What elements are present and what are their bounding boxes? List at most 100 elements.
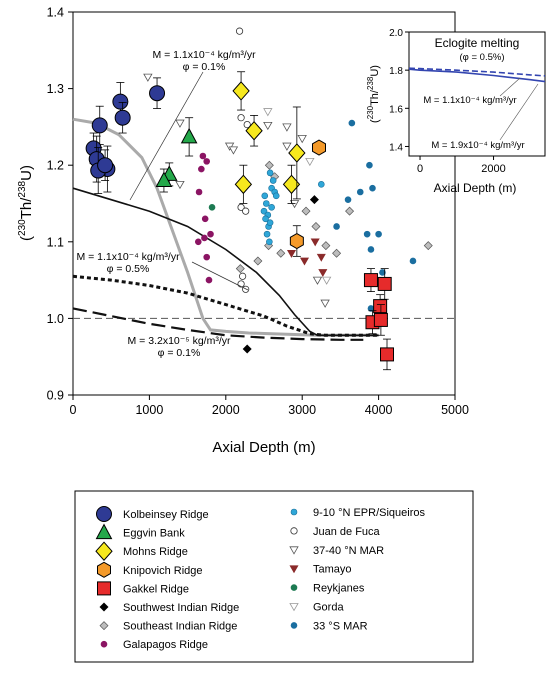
inset-annotation-i1: M = 1.1x10⁻⁴ kg/m³/yr xyxy=(423,95,516,106)
data-point xyxy=(380,347,395,362)
data-point xyxy=(286,249,297,258)
legend-marker xyxy=(99,602,109,612)
legend-label: Southeast Indian Ridge xyxy=(123,621,237,633)
data-point xyxy=(363,273,378,288)
main-y-tick-label: 0.9 xyxy=(47,389,64,403)
main-data-points xyxy=(85,27,433,371)
legend-item: 37-40 °N MAR xyxy=(289,545,384,557)
data-point xyxy=(112,93,129,110)
main-x-tick-label: 2000 xyxy=(212,403,240,417)
inset-annotation-leader xyxy=(499,83,539,141)
model-curve-short-dash xyxy=(72,274,379,337)
data-point xyxy=(312,276,323,285)
legend-item: Tamayo xyxy=(289,564,352,576)
inset-curve-solid xyxy=(408,68,546,83)
data-point xyxy=(299,257,310,266)
data-point xyxy=(261,192,269,200)
inset-y-axis-label-text: (230Th/238U) xyxy=(366,65,381,123)
data-point xyxy=(373,299,388,314)
annotation-line: M = 1.1x10⁻⁴ kg/m³/yr xyxy=(76,251,180,263)
data-point xyxy=(375,230,382,238)
legend-item: Galapagos Ridge xyxy=(100,639,208,651)
data-point xyxy=(232,81,250,101)
data-point xyxy=(320,299,330,308)
data-point xyxy=(268,204,275,211)
data-point xyxy=(143,73,153,82)
main-y-label-sup2: 238 xyxy=(17,180,28,197)
data-point xyxy=(282,142,292,151)
data-point xyxy=(282,123,292,132)
data-point xyxy=(272,192,280,200)
annotation-m1: M = 1.1x10⁻⁴ kg/m³/yr φ = 0.1% xyxy=(152,49,256,73)
legend-item: Gakkel Ridge xyxy=(97,581,189,596)
data-point xyxy=(318,269,328,278)
main-y-label-sup1: 230 xyxy=(17,219,28,236)
data-point xyxy=(208,204,216,211)
data-point xyxy=(242,285,250,293)
main-y-tick-label: 1.0 xyxy=(47,312,64,326)
annotation-m3: M = 3.2x10⁻⁵ kg/m³/yr φ = 0.1% xyxy=(128,335,231,359)
main-x-tick-label: 4000 xyxy=(365,403,393,417)
data-point xyxy=(175,119,185,128)
legend-label: Southwest Indian Ridge xyxy=(123,602,239,614)
legend-label: Gorda xyxy=(313,602,344,614)
inset-plot-frame xyxy=(408,31,546,157)
data-point xyxy=(309,195,319,205)
data-point xyxy=(348,119,356,127)
data-point xyxy=(264,160,274,170)
data-point xyxy=(207,230,214,238)
legend-marker xyxy=(99,621,109,631)
inset-subtitle: (φ = 0.5%) xyxy=(460,52,505,63)
inset-y-axis-label: (230Th/238U) xyxy=(366,65,381,123)
main-y-axis-label-text: (230Th/238U) xyxy=(17,165,35,241)
data-point xyxy=(316,253,326,262)
data-point xyxy=(409,257,417,265)
inset-annotation-leader xyxy=(499,77,521,97)
data-point xyxy=(289,232,304,250)
inset-y-label-post: U) xyxy=(369,65,381,77)
data-point xyxy=(321,241,331,251)
data-point xyxy=(180,127,198,144)
legend-item: Southeast Indian Ridge xyxy=(99,621,237,633)
data-point xyxy=(253,256,263,266)
main-chart: 0 1000 2000 3000 4000 50000.91.01.11.21.31.4 … xyxy=(17,6,469,457)
annotation-line: M = 1.1x10⁻⁴ kg/m³/yr xyxy=(152,49,256,61)
data-point xyxy=(237,203,245,211)
data-point xyxy=(262,200,270,207)
data-point xyxy=(311,221,321,231)
annotation-leader xyxy=(129,71,204,201)
inset-y-tick-label: 2.0 xyxy=(389,28,403,39)
data-point xyxy=(243,121,251,129)
data-point xyxy=(149,85,166,102)
data-point xyxy=(199,152,207,160)
data-point xyxy=(288,143,306,163)
inset-axis-ticks: 0 2000 1.4 1.6 1.8 2.0 xyxy=(389,28,506,175)
data-point xyxy=(203,253,210,261)
legend-item: Gorda xyxy=(289,602,344,614)
legend-item: 9-10 °N EPR/Siqueiros xyxy=(290,507,426,519)
data-point xyxy=(269,177,277,184)
legend-marker xyxy=(100,640,108,648)
main-axis-ticks: 0 1000 2000 3000 4000 5000 0.9 1.0 1.1 1.2 1.3 1.4 xyxy=(47,6,469,418)
legend-marker xyxy=(97,581,111,596)
main-x-axis-label: Axial Depth (m) xyxy=(212,439,315,456)
inset-background xyxy=(405,32,550,156)
data-point xyxy=(289,200,300,209)
data-point xyxy=(245,120,263,141)
inset-y-tick-label: 1.8 xyxy=(389,66,403,77)
data-point xyxy=(235,264,245,274)
legend-item: Kolbeinsey Ridge xyxy=(96,506,209,522)
data-point xyxy=(366,161,373,169)
data-point xyxy=(276,248,286,258)
data-point xyxy=(312,139,326,156)
legend-label: Tamayo xyxy=(313,564,352,576)
main-y-label-post: U) xyxy=(18,165,35,181)
inset-y-label-pre: ( xyxy=(369,119,381,123)
legend-label: Kolbeinsey Ridge xyxy=(123,509,209,521)
data-point xyxy=(333,223,340,230)
annotation-m2: M = 1.1x10⁻⁴ kg/m³/yr φ = 0.5% xyxy=(76,251,180,275)
legend-item: Southwest Indian Ridge xyxy=(99,602,239,614)
model-curve-gray-solid xyxy=(72,117,379,337)
inset-curves xyxy=(408,67,546,83)
